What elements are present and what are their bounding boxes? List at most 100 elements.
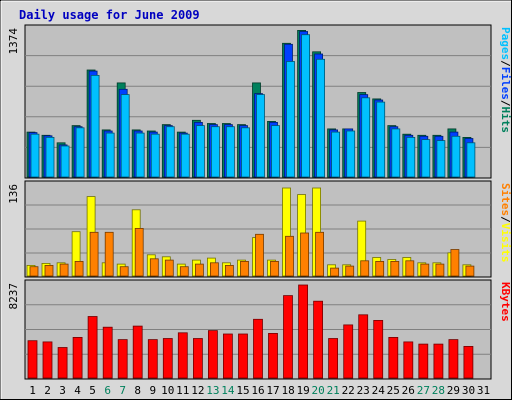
x-tick-label: 23 [357, 384, 370, 397]
bar-kbytes-day-19 [298, 284, 309, 379]
bar-sites-day-21 [330, 267, 340, 277]
x-tick-label: 17 [266, 384, 279, 397]
x-tick-label: 27 [417, 384, 430, 397]
bar-sites-day-12 [194, 263, 204, 277]
bar-pages-day-8 [135, 132, 145, 178]
bar-kbytes-day-12 [192, 338, 203, 379]
bar-sites-day-29 [450, 249, 460, 277]
x-tick-label: 21 [327, 384, 340, 397]
series-pages [30, 34, 476, 178]
bar-sites-day-22 [345, 265, 355, 277]
panel-pages-files-hits: 1374 Pages/Files/Hits [7, 24, 512, 179]
bar-sites-day-17 [270, 260, 279, 277]
x-tick-label: 2 [44, 384, 51, 397]
bar-pages-day-22 [346, 130, 356, 178]
bar-pages-day-1 [30, 133, 40, 178]
bar-sites-day-6 [104, 231, 114, 277]
bar-sites-day-20 [315, 231, 325, 277]
y-max-label: 136 [7, 184, 20, 204]
bar-sites-day-25 [390, 260, 400, 277]
bar-kbytes-day-11 [177, 332, 188, 379]
bar-kbytes-day-6 [102, 326, 113, 379]
x-tick-label: 13 [206, 384, 219, 397]
bar-kbytes-day-7 [117, 339, 128, 379]
x-tick-label: 5 [89, 384, 96, 397]
bar-sites-day-1 [29, 266, 39, 277]
bar-pages-day-19 [301, 34, 311, 178]
bar-kbytes-day-30 [463, 345, 474, 379]
x-tick-label: 31 [477, 384, 490, 397]
bar-sites-day-16 [255, 233, 264, 277]
bar-kbytes-day-24 [373, 319, 384, 379]
bar-sites-day-11 [179, 266, 189, 277]
legend-entry: / [499, 60, 512, 67]
bar-sites-day-28 [435, 263, 445, 277]
bar-pages-day-11 [180, 133, 190, 178]
chart-title: Daily usage for June 2009 [19, 8, 200, 22]
bar-sites-day-13 [209, 262, 219, 277]
bar-pages-day-10 [165, 126, 175, 178]
x-tick-label: 8 [134, 384, 141, 397]
x-tick-label: 11 [176, 384, 189, 397]
bar-sites-day-24 [375, 260, 385, 277]
x-tick-label: 25 [387, 384, 400, 397]
legend-entry: Pages [499, 27, 512, 60]
x-tick-label: 24 [372, 384, 386, 397]
x-tick-label: 4 [74, 384, 81, 397]
bar-kbytes-day-16 [253, 318, 263, 379]
x-tick-label: 15 [236, 384, 249, 397]
x-tick-label: 7 [119, 384, 126, 397]
x-tick-label: 19 [296, 384, 309, 397]
bar-pages-day-20 [316, 58, 326, 178]
x-tick-label: 29 [447, 384, 460, 397]
bar-pages-day-14 [225, 126, 235, 178]
bar-kbytes-day-27 [418, 343, 429, 379]
bar-kbytes-day-1 [27, 340, 38, 379]
bar-kbytes-day-29 [448, 339, 459, 379]
x-tick-label: 14 [221, 384, 235, 397]
bar-sites-day-27 [420, 263, 430, 277]
bar-pages-day-3 [60, 145, 70, 178]
x-axis-day-labels: 1 2 3 4 5 6 7 8 9 10 11 12 13 14 15 16 17 18 19 20 21 22 23 24 2… [29, 384, 490, 397]
bar-kbytes-day-9 [147, 339, 158, 379]
y-max-label: 1374 [7, 28, 20, 55]
bar-sites-day-30 [465, 265, 475, 277]
x-tick-label: 18 [281, 384, 294, 397]
x-tick-label: 28 [432, 384, 445, 397]
bar-kbytes-day-2 [42, 341, 53, 379]
bar-pages-day-23 [361, 97, 371, 178]
series-sites [29, 227, 475, 277]
bar-kbytes-day-20 [313, 300, 324, 379]
x-tick-label: 30 [462, 384, 475, 397]
bar-kbytes-day-17 [268, 332, 278, 379]
bar-pages-day-13 [210, 126, 220, 178]
x-tick-label: 16 [251, 384, 264, 397]
bar-kbytes-day-28 [433, 343, 444, 379]
bar-pages-day-4 [75, 127, 85, 178]
x-tick-label: 3 [59, 384, 66, 397]
legend-entry: KBytes [499, 282, 512, 322]
bar-pages-day-27 [421, 139, 431, 178]
bar-kbytes-day-15 [238, 333, 248, 379]
legend-entry: Files [499, 67, 512, 100]
bar-pages-day-6 [105, 132, 115, 178]
x-tick-label: 10 [161, 384, 174, 397]
panel-legend: Sites/Visits [499, 183, 512, 263]
panel-legend: KBytes [499, 282, 512, 322]
bar-kbytes-day-14 [222, 333, 233, 379]
bar-kbytes-day-26 [403, 341, 414, 379]
bar-pages-day-15 [241, 127, 250, 178]
bar-sites-day-4 [74, 260, 84, 277]
bar-pages-day-18 [286, 61, 295, 178]
x-tick-label: 6 [104, 384, 111, 397]
bar-sites-day-19 [300, 232, 310, 277]
panel-legend: Pages/Files/Hits [499, 27, 512, 133]
bar-kbytes-day-13 [207, 330, 218, 379]
x-tick-label: 20 [311, 384, 324, 397]
bar-kbytes-day-22 [343, 324, 354, 379]
bar-pages-day-2 [45, 136, 55, 178]
bar-sites-day-26 [405, 260, 415, 277]
x-tick-label: 26 [402, 384, 415, 397]
bar-sites-day-15 [240, 260, 249, 277]
bar-kbytes-day-3 [57, 347, 68, 379]
